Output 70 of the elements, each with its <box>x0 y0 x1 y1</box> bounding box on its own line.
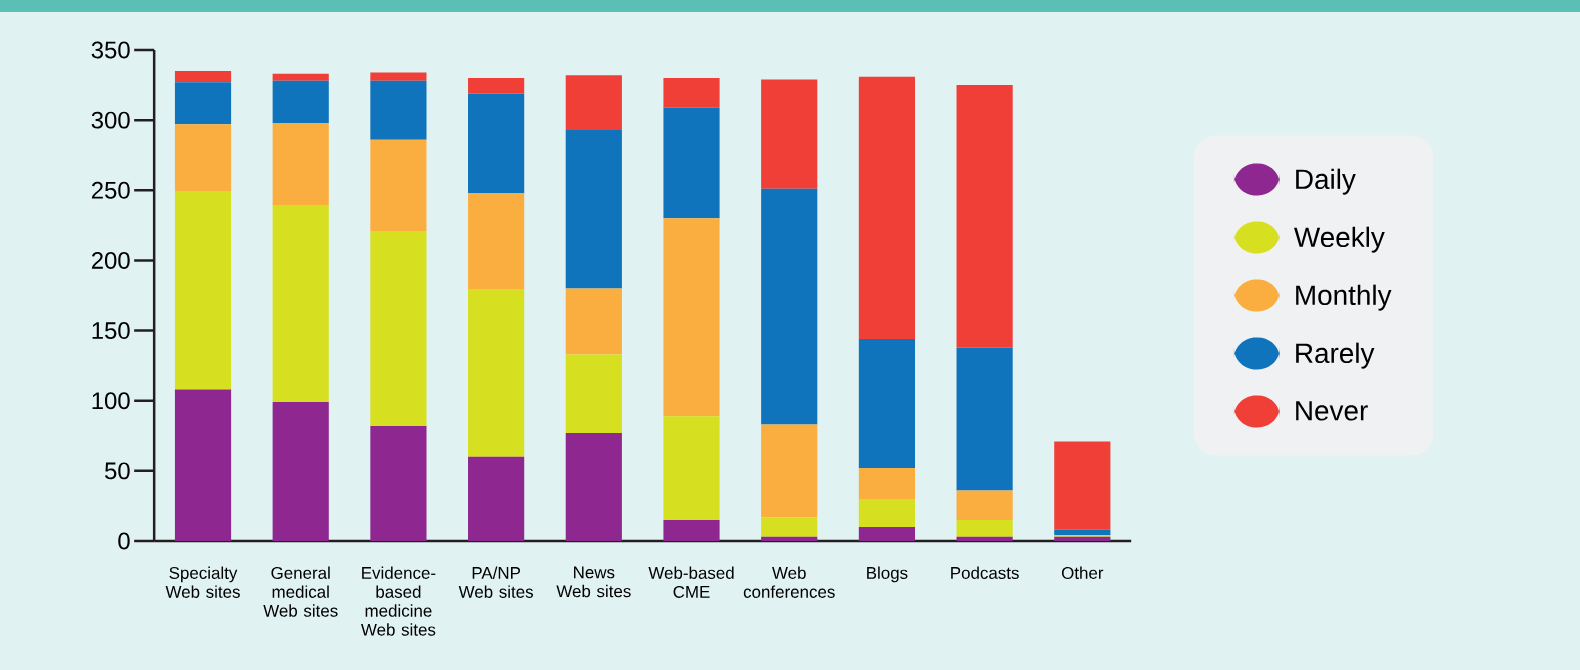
bar <box>1054 441 1111 530</box>
bar <box>858 76 916 339</box>
bar <box>468 93 525 194</box>
bar <box>761 188 818 425</box>
bar <box>858 526 916 541</box>
bar <box>858 338 916 469</box>
legend-label: Daily <box>1296 168 1356 195</box>
y-tick-label: 0 <box>118 532 130 550</box>
bar <box>956 85 1013 348</box>
bar <box>272 80 329 123</box>
bar <box>174 124 232 192</box>
bar <box>761 536 818 541</box>
x-tick-label: Blogs <box>867 566 908 583</box>
x-tick-label: PA/NP Web sites <box>458 566 533 598</box>
x-tick-label: Specialty Web sites <box>165 566 240 598</box>
bar <box>663 218 720 417</box>
y-tick-label: 350 <box>91 41 130 59</box>
x-tick-label: Web-based CME <box>648 566 734 598</box>
bar <box>565 432 622 541</box>
bar <box>370 80 427 140</box>
bar <box>956 490 1013 520</box>
x-tick-label: News Web sites <box>556 566 631 598</box>
bar <box>1054 536 1111 541</box>
x-tick-label: Podcasts <box>951 566 1019 579</box>
bar <box>370 72 427 81</box>
x-tick-label: Other <box>1061 566 1104 579</box>
legend-label: Rarely <box>1296 342 1375 369</box>
bar <box>565 129 622 289</box>
y-tick-label: 100 <box>92 392 130 410</box>
bar <box>468 456 525 541</box>
bar <box>468 193 525 290</box>
bar <box>761 517 818 537</box>
bar <box>565 288 622 355</box>
bar <box>174 82 232 125</box>
bar <box>468 78 525 94</box>
legend-label: Weekly <box>1294 226 1385 253</box>
x-tick-label: General medical Web sites <box>263 566 338 617</box>
bar <box>565 75 622 130</box>
y-tick-label: 300 <box>91 111 130 129</box>
legend-label: Never <box>1296 401 1368 421</box>
bar <box>174 71 232 83</box>
bar <box>663 107 720 219</box>
bar <box>858 468 916 499</box>
bar <box>272 205 329 403</box>
bar <box>370 425 427 541</box>
x-tick-label: Web conferences <box>743 566 835 598</box>
bar <box>272 73 329 81</box>
bar <box>468 289 525 457</box>
legend-label: Monthly <box>1296 284 1392 311</box>
bar <box>370 139 427 231</box>
bar <box>663 416 720 520</box>
bar <box>565 354 622 433</box>
x-tick-label: Evidence-based medicine Web sites <box>361 566 436 636</box>
bar <box>370 230 427 426</box>
bar <box>174 191 232 390</box>
bar <box>761 79 818 189</box>
bar <box>663 519 720 541</box>
y-tick-label: 150 <box>92 322 130 340</box>
y-tick-label: 50 <box>105 462 130 480</box>
bar <box>956 347 1013 491</box>
y-tick-label: 200 <box>91 251 130 269</box>
bar <box>272 122 329 206</box>
y-tick-label: 250 <box>91 181 130 199</box>
bar <box>272 402 329 541</box>
bar <box>858 498 916 527</box>
bar <box>174 389 232 541</box>
bar <box>663 78 720 108</box>
bar <box>956 536 1013 541</box>
bar <box>761 424 818 518</box>
bar <box>956 519 1013 537</box>
